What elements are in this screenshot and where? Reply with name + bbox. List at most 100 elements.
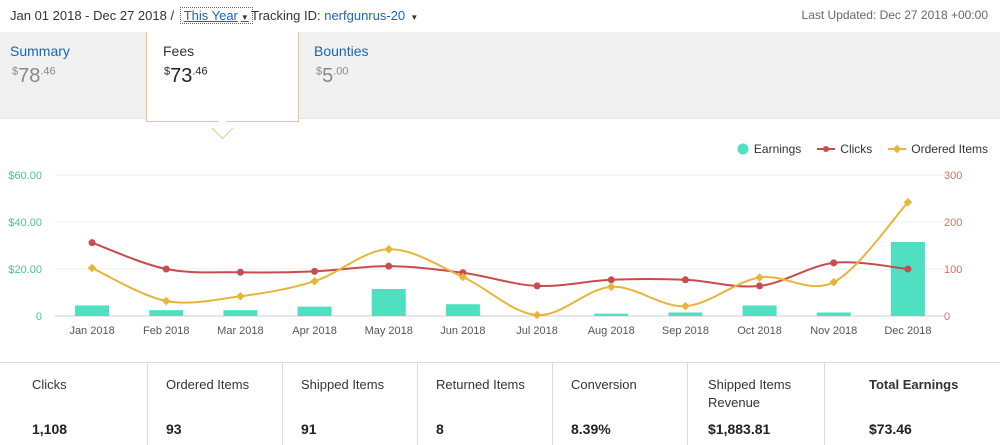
earnings-bar xyxy=(816,312,851,316)
ordered-items-line-icon xyxy=(888,144,907,154)
tab-amount: $73.46 xyxy=(164,65,208,88)
ordered-items-point xyxy=(384,245,393,254)
earnings-bar xyxy=(149,310,184,316)
earnings-bar xyxy=(668,312,703,316)
x-axis-tick-label: Nov 2018 xyxy=(810,325,857,337)
tab-bounties[interactable]: Bounties $5.00 xyxy=(304,32,454,118)
stat-value: 8 xyxy=(436,421,444,437)
right-axis-tick-label: 100 xyxy=(944,264,962,276)
stat-label: Returned Items xyxy=(436,377,525,392)
stat-clicks: Clicks 1,108 xyxy=(0,363,148,445)
amount-cents: .46 xyxy=(192,65,208,78)
x-axis-tick-label: Aug 2018 xyxy=(588,325,635,337)
clicks-line xyxy=(91,241,908,288)
x-axis-tick-label: Sep 2018 xyxy=(662,325,709,337)
currency-symbol: $ xyxy=(164,65,171,78)
tracking-id-dropdown[interactable]: nerfgunrus-20 ▼ xyxy=(324,8,418,23)
gridlines xyxy=(55,174,945,317)
stat-value: $73.46 xyxy=(869,421,912,437)
stat-total-earnings: Total Earnings $73.46 xyxy=(825,363,1000,445)
x-axis-tick-label: Oct 2018 xyxy=(737,325,782,337)
legend-clicks[interactable]: Clicks xyxy=(817,142,872,156)
stat-label: Total Earnings xyxy=(869,377,959,392)
earnings-bar xyxy=(594,313,629,316)
earnings-bar xyxy=(297,306,332,316)
stats-row: Clicks 1,108 Ordered Items 93 Shipped It… xyxy=(0,362,1000,445)
amount-main: 78 xyxy=(18,65,41,87)
stat-value: 8.39% xyxy=(571,421,611,437)
axis-labels: 0 $20.00 $40.00 $60.00 0 100 200 300 Jan 2018 Feb… xyxy=(8,170,962,337)
series-lines xyxy=(87,198,913,320)
stat-shipped-revenue: Shipped Items Revenue $1,883.81 xyxy=(688,363,825,445)
x-axis-tick-label: Dec 2018 xyxy=(884,325,931,337)
tab-amount: $5.00 xyxy=(316,65,349,88)
clicks-point xyxy=(88,239,96,247)
date-range-selector[interactable]: This Year ▼ xyxy=(179,7,253,24)
tracking-id: Tracking ID: nerfgunrus-20 ▼ xyxy=(251,8,418,23)
ordered-items-point xyxy=(162,296,171,306)
chart-legend: Earnings Clicks Ordered Items xyxy=(737,142,988,156)
earnings-bar xyxy=(890,241,925,316)
stat-conversion: Conversion 8.39% xyxy=(553,363,688,445)
x-axis-tick-label: Feb 2018 xyxy=(143,325,189,337)
clicks-point xyxy=(830,259,838,267)
x-axis-tick-label: Jul 2018 xyxy=(516,325,558,337)
caret-down-icon: ▼ xyxy=(408,13,419,22)
legend-label: Clicks xyxy=(840,142,873,156)
currency-symbol: $ xyxy=(316,65,323,78)
earnings-bar xyxy=(445,304,480,316)
ordered-items-point xyxy=(681,301,690,311)
right-axis-tick-label: 200 xyxy=(944,217,962,229)
ordered-items-line xyxy=(91,201,909,317)
tracking-id-value: nerfgunrus-20 xyxy=(324,8,406,23)
stat-label: Ordered Items xyxy=(166,377,250,392)
ordered-items-point xyxy=(755,273,764,282)
amount-cents: .46 xyxy=(40,65,56,78)
x-axis-tick-label: Jun 2018 xyxy=(440,325,485,337)
ordered-items-point xyxy=(532,310,542,320)
stat-value: 93 xyxy=(166,421,182,437)
clicks-point xyxy=(385,262,393,270)
tab-amount: $78.46 xyxy=(12,65,56,88)
range-link-label: This Year xyxy=(183,8,238,23)
earnings-dot-icon xyxy=(737,143,749,155)
clicks-point xyxy=(681,276,689,284)
clicks-point xyxy=(236,268,244,276)
earnings-bar xyxy=(742,305,777,316)
tab-label: Bounties xyxy=(314,43,369,59)
last-updated: Last Updated: Dec 27 2018 +00:00 xyxy=(801,8,988,22)
legend-label: Ordered Items xyxy=(911,142,988,156)
ordered-items-point xyxy=(87,263,97,273)
clicks-line-icon xyxy=(817,146,836,152)
tab-fees[interactable]: Fees $73.46 xyxy=(146,32,299,122)
clicks-point xyxy=(756,282,764,290)
x-axis-tick-label: Jan 2018 xyxy=(69,325,114,337)
amount-main: 73 xyxy=(170,65,193,87)
legend-ordered-items[interactable]: Ordered Items xyxy=(888,142,988,156)
ordered-items-point xyxy=(829,277,838,287)
stat-shipped-items: Shipped Items 91 xyxy=(283,363,418,445)
tab-label: Summary xyxy=(10,43,70,59)
clicks-point xyxy=(607,276,615,284)
stat-ordered-items: Ordered Items 93 xyxy=(148,363,283,445)
left-axis-tick-label: $60.00 xyxy=(8,170,42,182)
currency-symbol: $ xyxy=(12,65,19,78)
ordered-items-point xyxy=(310,276,319,286)
x-axis-tick-label: Apr 2018 xyxy=(292,325,337,337)
tab-summary[interactable]: Summary $78.46 xyxy=(0,32,146,118)
clicks-point xyxy=(311,267,319,275)
left-axis-tick-label: $20.00 xyxy=(8,264,42,276)
top-bar: Jan 01 2018 - Dec 27 2018 / This Year ▼ T… xyxy=(0,0,1000,32)
stat-value: $1,883.81 xyxy=(708,421,771,437)
caret-down-icon: ▼ xyxy=(240,13,249,22)
stat-label: Conversion xyxy=(571,377,637,392)
legend-earnings[interactable]: Earnings xyxy=(737,142,801,156)
tabs-band: Summary $78.46 Fees $73.46 Bounties $5.0… xyxy=(0,32,1000,122)
stat-label: Shipped Items xyxy=(301,377,385,392)
date-range-text: Jan 01 2018 - Dec 27 2018 / xyxy=(10,8,175,23)
amount-main: 5 xyxy=(322,65,334,87)
ordered-items-point xyxy=(607,282,616,292)
earnings-bar xyxy=(371,288,406,316)
earnings-chart: 0 $20.00 $40.00 $60.00 0 100 200 300 Jan 2018 Feb… xyxy=(8,170,962,337)
stat-returned-items: Returned Items 8 xyxy=(418,363,553,445)
